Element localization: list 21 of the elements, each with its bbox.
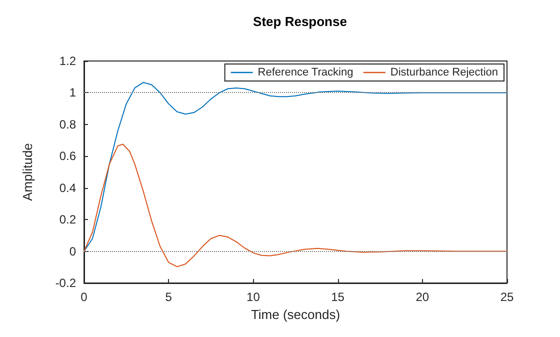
x-tick-label: 10: [246, 290, 260, 304]
x-tick-label: 20: [416, 290, 430, 304]
x-tick-label: 0: [80, 290, 88, 304]
y-tick-label: 0.6: [59, 149, 76, 164]
y-tick-label: 0.8: [59, 117, 76, 132]
line-series: [84, 82, 508, 252]
y-tick-label: 0.4: [59, 180, 76, 195]
line-series: [84, 144, 508, 268]
x-tick-label: 15: [331, 290, 345, 304]
x-tick-label: 5: [165, 290, 172, 304]
y-tick-label: 0: [69, 244, 76, 258]
x-tick-label: 25: [500, 290, 514, 304]
y-axis-title: Amplitude: [20, 143, 35, 201]
legend-label: Reference Tracking: [258, 66, 354, 78]
legend-label: Disturbance Rejection: [390, 66, 498, 78]
y-tick-label: 0.2: [59, 212, 76, 227]
chart-title: Step Response: [253, 14, 347, 29]
y-tick-label: -0.2: [55, 276, 76, 290]
x-axis-title: Time (seconds): [250, 306, 340, 322]
y-tick-label: 1: [69, 86, 76, 100]
y-tick-label: 1.2: [59, 54, 76, 68]
